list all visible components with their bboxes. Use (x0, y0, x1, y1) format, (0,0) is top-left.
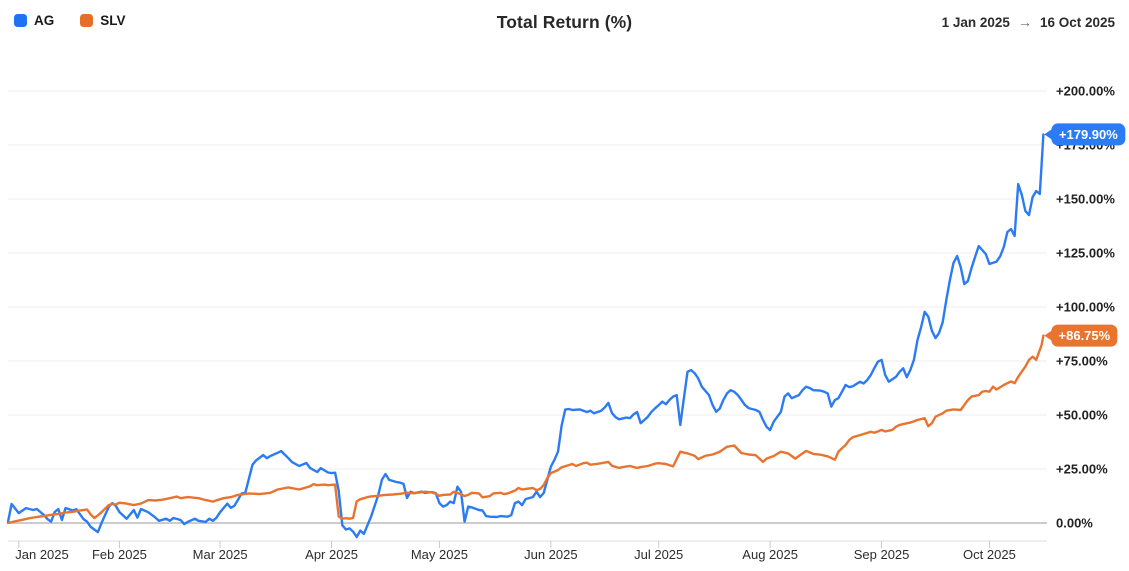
legend-label-ag: AG (34, 13, 55, 28)
date-range: 1 Jan 2025 → 16 Oct 2025 (942, 14, 1115, 30)
y-axis-label: +200.00% (1056, 84, 1115, 99)
y-axis-label: +125.00% (1056, 246, 1115, 261)
y-axis-label: +100.00% (1056, 300, 1115, 315)
x-axis-label: May 2025 (411, 547, 468, 562)
ag-end-badge-label: +179.90% (1059, 127, 1118, 142)
x-axis-label: Sep 2025 (854, 547, 910, 562)
legend-item-slv[interactable]: SLV (80, 13, 126, 28)
x-axis-label: Mar 2025 (193, 547, 248, 562)
x-axis-label: Jan 2025 (15, 547, 69, 562)
legend-item-ag[interactable]: AG (14, 13, 54, 28)
x-axis-label: Jul 2025 (634, 547, 683, 562)
slv-end-badge-label: +86.75% (1059, 328, 1111, 343)
x-axis-label: Aug 2025 (742, 547, 798, 562)
y-axis-label: 0.00% (1056, 516, 1093, 531)
chart-header: AG SLV Total Return (%) 1 Jan 2025 → 16 … (0, 0, 1129, 44)
legend-label-slv: SLV (100, 13, 126, 28)
series-line-slv[interactable] (6, 334, 1045, 525)
series-line-ag[interactable] (6, 133, 1045, 539)
page-title: Total Return (%) (496, 12, 633, 32)
y-axis-label: +75.00% (1056, 354, 1108, 369)
slv-end-badge (1051, 324, 1118, 347)
y-axis-label: +50.00% (1056, 408, 1108, 423)
y-axis-label: +25.00% (1056, 462, 1108, 477)
legend: AG SLV (14, 13, 126, 28)
date-range-start: 1 Jan 2025 (941, 14, 1010, 30)
ag-end-badge (1051, 123, 1126, 146)
x-axis-label: Oct 2025 (963, 547, 1016, 562)
date-range-end: 16 Oct 2025 (1039, 14, 1115, 30)
x-axis-label: Jun 2025 (524, 547, 578, 562)
ag-badge-tail (1044, 128, 1053, 140)
y-axis-label: +150.00% (1056, 192, 1115, 207)
arrow-right-icon: → (1017, 14, 1032, 30)
x-axis-label: Feb 2025 (92, 547, 147, 562)
x-axis-label: Apr 2025 (305, 547, 358, 562)
slv-color-swatch (80, 14, 94, 27)
ag-color-swatch (14, 14, 27, 27)
slv-badge-tail (1044, 330, 1053, 342)
